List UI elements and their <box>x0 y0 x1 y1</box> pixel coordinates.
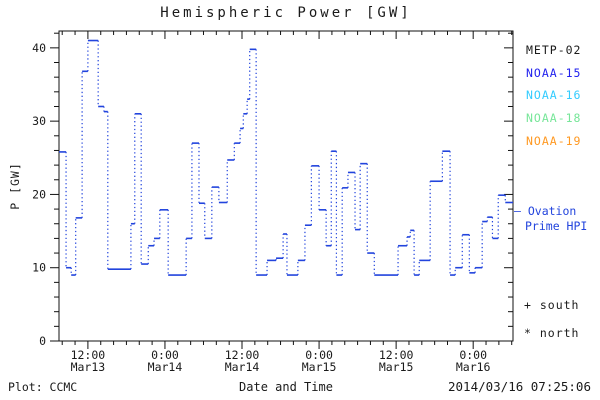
x-tick-time-label: 12:00 <box>225 348 260 362</box>
x-tick-date-label: Mar14 <box>148 360 183 374</box>
y-tick-label: 40 <box>32 41 46 55</box>
x-tick-date-label: Mar15 <box>302 360 337 374</box>
plot-timestamp: 2014/03/16 07:25:06 <box>448 379 591 394</box>
x-tick-time-label: 12:00 <box>379 348 414 362</box>
x-tick-time-label: 0:00 <box>459 348 487 362</box>
legend-item-noaa-15: NOAA-15 <box>526 65 582 80</box>
x-tick-time-label: 12:00 <box>71 348 106 362</box>
x-tick-date-label: Mar13 <box>71 360 106 374</box>
y-tick-label: 0 <box>39 334 46 348</box>
satellite-legend: METP-02 NOAA-15 NOAA-16 NOAA-18 NOAA-19 <box>526 39 581 152</box>
x-tick-time-label: 0:00 <box>151 348 179 362</box>
chart-title: Hemispheric Power [GW] <box>160 5 412 21</box>
x-axis-title: Date and Time <box>239 380 333 394</box>
legend-item-noaa-19: NOAA-19 <box>526 133 582 148</box>
y-axis-label: P [GW] <box>8 162 22 210</box>
x-tick-time-label: 0:00 <box>305 348 333 362</box>
y-tick-label: 30 <box>32 114 46 128</box>
ovation-prime-note: — Ovation Prime HPI <box>514 204 587 234</box>
legend-item-noaa-18: NOAA-18 <box>526 111 582 126</box>
y-tick-label: 20 <box>32 187 46 201</box>
x-tick-date-label: Mar14 <box>225 360 260 374</box>
plot-credit: Plot: CCMC <box>8 380 78 394</box>
legend-item-noaa-16: NOAA-16 <box>526 88 582 103</box>
x-tick-date-label: Mar15 <box>379 360 414 374</box>
legend-item-metp-02: METP-02 <box>526 43 582 57</box>
ovation-note-line2: Prime HPI <box>525 219 588 233</box>
north-symbol-note: * north <box>524 326 580 340</box>
ovation-note-line1: — Ovation <box>514 204 577 218</box>
x-tick-date-label: Mar16 <box>456 360 491 374</box>
y-tick-label: 10 <box>32 261 46 275</box>
plot-frame <box>58 30 514 342</box>
south-symbol-note: + south <box>524 298 580 312</box>
